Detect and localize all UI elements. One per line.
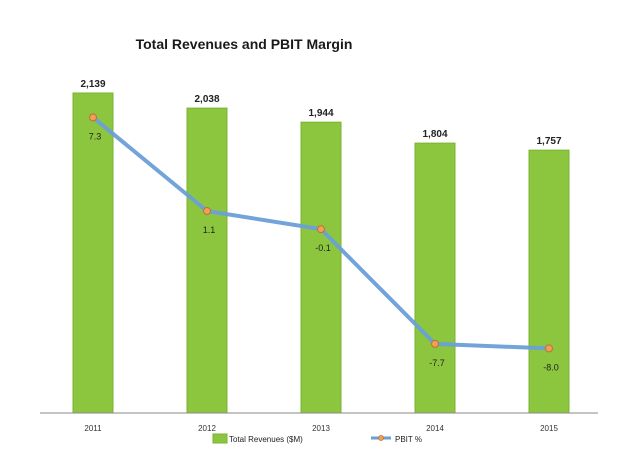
pbit-point-label: -8.0 xyxy=(543,362,559,372)
labels-layer: 2,139 2,038 1,944 1,804 1,757 7.3 1.1 -0.1 -7.7 -… xyxy=(80,79,561,372)
pbit-point-label: -0.1 xyxy=(315,243,331,253)
revenue-bar-label: 2,038 xyxy=(194,94,219,105)
revenue-bar-2011 xyxy=(72,92,114,414)
x-tick-labels: 2011 2012 2013 2014 2015 xyxy=(84,424,558,433)
pbit-point-2013 xyxy=(317,225,325,234)
pbit-point-label: 1.1 xyxy=(203,225,216,235)
pbit-point-2014 xyxy=(431,339,439,348)
pbit-point-2015 xyxy=(545,344,553,353)
x-tick-label: 2015 xyxy=(540,424,558,433)
legend-label-pbit: PBIT % xyxy=(395,435,422,444)
legend-label-revenue: Total Revenues ($M) xyxy=(229,435,303,444)
revenue-bar-label: 1,757 xyxy=(536,136,561,147)
revenue-bar-2015 xyxy=(528,149,570,414)
x-tick-label: 2013 xyxy=(312,424,330,433)
x-tick-label: 2012 xyxy=(198,424,216,433)
revenue-bar-2013 xyxy=(300,121,342,414)
x-tick-label: 2011 xyxy=(84,424,102,433)
bars-layer xyxy=(72,92,570,414)
pbit-point-label: 7.3 xyxy=(89,131,102,141)
chart-title: Total Revenues and PBIT Margin xyxy=(136,36,353,52)
legend-swatch-pbit-marker xyxy=(378,435,384,441)
revenue-bar-label: 2,139 xyxy=(80,79,105,90)
revenue-bar-label: 1,944 xyxy=(308,108,333,119)
legend-swatch-revenue xyxy=(212,433,228,444)
revenue-bar-label: 1,804 xyxy=(422,129,447,140)
x-tick-label: 2014 xyxy=(426,424,444,433)
pbit-point-2012 xyxy=(203,207,211,215)
pbit-point-2011 xyxy=(89,113,97,122)
revenue-bar-2014 xyxy=(414,142,456,414)
legend: Total Revenues ($M) PBIT % xyxy=(212,433,422,444)
pbit-point-label: -7.7 xyxy=(429,358,445,368)
revenue-bar-2012 xyxy=(186,107,228,414)
line-layer xyxy=(89,113,553,353)
